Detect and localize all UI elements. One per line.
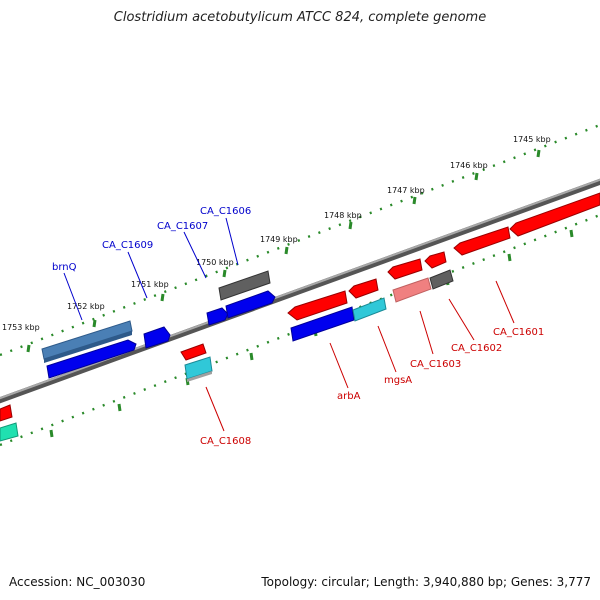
kbp-label: 1752 kbp bbox=[67, 302, 105, 311]
gene-red-small bbox=[348, 278, 379, 299]
kbp-label: 1746 kbp bbox=[450, 161, 488, 170]
kbp-tick bbox=[412, 196, 417, 205]
ca-c1607-label-line bbox=[183, 231, 207, 279]
gene-ca-c1606-blue bbox=[225, 290, 276, 319]
gene-label-ca-c1607: CA_C1607 bbox=[157, 221, 208, 232]
kbp-label: 1751 kbp bbox=[131, 280, 169, 289]
gene-ca-c1602-red bbox=[424, 251, 447, 269]
kbp-tick bbox=[536, 149, 541, 158]
gene-cyan-mgsa bbox=[352, 297, 387, 322]
kbp-label: 1749 kbp bbox=[260, 235, 298, 244]
brnq-label-line bbox=[63, 272, 83, 321]
inner-tick bbox=[569, 229, 574, 238]
kbp-tick bbox=[474, 172, 479, 181]
gene-ca-c1603-red bbox=[387, 258, 423, 280]
gene-ca-c1606-gray bbox=[218, 270, 271, 301]
inner-tick bbox=[49, 429, 54, 438]
gene-ca-c1603-pink bbox=[392, 277, 432, 303]
kbp-tick bbox=[222, 269, 227, 278]
mgsa-label-line bbox=[377, 325, 397, 373]
ca-c1606-label-line bbox=[225, 217, 239, 266]
gene-label-ca-c1601: CA_C1601 bbox=[493, 327, 544, 338]
gene-label-ca-c1602: CA_C1602 bbox=[451, 343, 502, 354]
ca-c1603-label-line bbox=[419, 310, 434, 355]
gene-arba bbox=[287, 290, 348, 321]
gene-left-edge-red bbox=[0, 404, 13, 422]
kbp-label: 1750 kbp bbox=[196, 258, 234, 267]
kbp-tick bbox=[284, 246, 289, 255]
gene-ca-c1607 bbox=[206, 307, 229, 326]
reverse-genes bbox=[0, 192, 600, 442]
kbp-label: 1747 kbp bbox=[387, 186, 425, 195]
ca-c1602-label-line bbox=[448, 298, 475, 341]
gene-left-edge-teal bbox=[0, 422, 19, 442]
arba-label-line bbox=[329, 342, 349, 389]
gene-brnq-lower bbox=[46, 339, 137, 379]
gene-label-ca-c1608: CA_C1608 bbox=[200, 436, 251, 447]
genome-backbone-highlight bbox=[0, 178, 600, 400]
topology-text: Topology: circular; Length: 3,940,880 bp… bbox=[261, 575, 591, 589]
reverse-label-lines bbox=[205, 280, 515, 432]
genome-title: Clostridium acetobutylicum ATCC 824, com… bbox=[113, 10, 487, 25]
ca-c1608-label-line bbox=[205, 386, 225, 432]
kbp-tick bbox=[92, 319, 97, 328]
genome-backbone bbox=[0, 178, 600, 404]
gene-label-brnq: brnQ bbox=[52, 262, 77, 273]
ca-c1609-label-line bbox=[127, 251, 148, 299]
accession-text: Accession: NC_003030 bbox=[9, 575, 146, 589]
gene-label-ca-c1606: CA_C1606 bbox=[200, 206, 251, 217]
forward-label-lines bbox=[63, 217, 239, 321]
kbp-tick bbox=[26, 344, 31, 353]
gene-ca-c1608-shade bbox=[187, 371, 212, 382]
forward-genes bbox=[41, 270, 387, 379]
kbp-label: 1748 kbp bbox=[324, 211, 362, 220]
kbp-tick bbox=[348, 221, 353, 230]
gene-label-ca-c1609: CA_C1609 bbox=[102, 240, 153, 251]
gene-label-arba: arbA bbox=[337, 391, 361, 402]
outer-scale-track bbox=[0, 123, 600, 357]
gene-label-mgsa: mgsA bbox=[384, 375, 412, 386]
ca-c1601-label-line bbox=[495, 280, 515, 324]
inner-tick bbox=[117, 403, 122, 412]
inner-tick bbox=[507, 253, 512, 262]
gene-ca-c1601-red bbox=[453, 226, 511, 256]
gene-blue-arba bbox=[290, 306, 355, 342]
gene-brnq-upper-shade bbox=[44, 331, 132, 363]
gene-ca-c1602-gray bbox=[429, 269, 454, 290]
gene-ca-c1609 bbox=[143, 326, 171, 349]
inner-tick bbox=[249, 352, 254, 361]
kbp-ticks bbox=[26, 149, 541, 353]
gene-ca-c1608-red bbox=[180, 343, 207, 361]
kbp-label: 1745 kbp bbox=[513, 135, 551, 144]
kbp-tick bbox=[160, 293, 165, 302]
gene-red-far-right bbox=[509, 192, 600, 237]
gene-label-ca-c1603: CA_C1603 bbox=[410, 359, 461, 370]
kbp-label: 1753 kbp bbox=[2, 323, 40, 332]
